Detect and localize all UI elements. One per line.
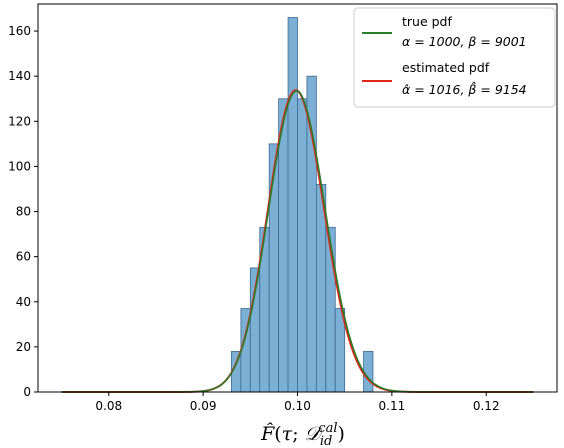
y-tick-label: 140 (8, 69, 31, 83)
histogram-bar (287, 17, 298, 393)
x-tick-label: 0.11 (379, 399, 406, 413)
y-tick-label: 40 (16, 295, 31, 309)
legend: true pdf α = 1000, β = 9001 estimated pd… (353, 7, 556, 108)
legend-label-estimated-pdf: estimated pdf (402, 60, 490, 75)
histogram-bar (297, 98, 308, 393)
y-tick-label: 20 (16, 340, 31, 354)
y-tick-label: 100 (8, 159, 31, 173)
x-tick-label: 0.09 (190, 399, 217, 413)
y-tick-label: 60 (16, 250, 31, 264)
legend-label-true-pdf: true pdf (402, 14, 452, 29)
x-axis-label-F-hat: F̂ (260, 423, 275, 445)
x-axis-label: F̂(τ; 𝒟idcal) (260, 421, 345, 448)
y-axis-ticks: 0 20 40 60 80 100 120 140 160 (8, 24, 38, 399)
legend-params-estimated-pdf: α̂ = 1016, β̂ = 9154 (402, 81, 527, 97)
x-tick-label: 0.08 (95, 399, 122, 413)
legend-box (353, 7, 556, 108)
y-tick-label: 80 (16, 205, 31, 219)
histogram-bars (231, 17, 374, 393)
histogram-bar (363, 350, 374, 393)
histogram-bar (268, 143, 280, 393)
histogram-bar (306, 75, 317, 393)
x-tick-label: 0.10 (284, 399, 311, 413)
x-axis-ticks: 0.08 0.09 0.10 0.11 0.12 (95, 392, 500, 413)
y-tick-label: 0 (23, 385, 31, 399)
x-tick-label: 0.12 (473, 399, 500, 413)
y-tick-label: 120 (8, 114, 31, 128)
y-tick-label: 160 (8, 24, 31, 38)
legend-params-true-pdf: α = 1000, β = 9001 (402, 34, 527, 49)
